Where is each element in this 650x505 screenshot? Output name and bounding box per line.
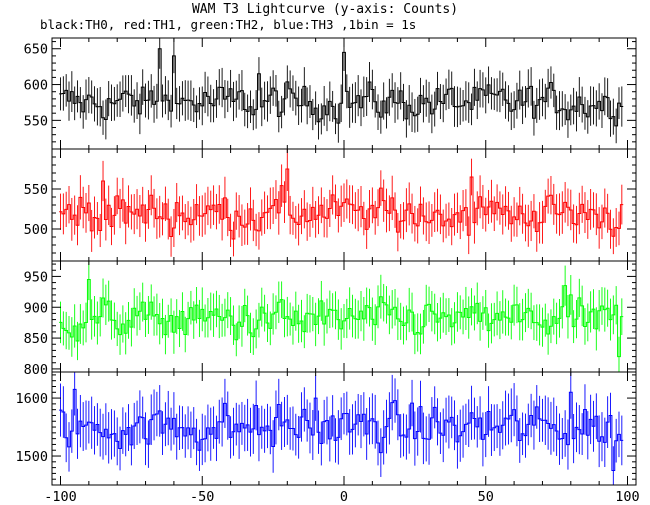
chart-subtitle: black:TH0, red:TH1, green:TH2, blue:TH3 … [40,17,417,32]
series-th0 [59,38,624,144]
series-th2 [59,261,624,372]
x-tick-label: 0 [340,489,348,505]
y-tick-label: 900 [24,300,48,316]
panel-th2: 800 850 900 950 [24,260,637,378]
y-tick-label: 600 [24,78,48,94]
series-th1 [59,149,624,257]
y-tick-label: 850 [24,331,48,347]
x-tick-label: -100 [44,489,77,505]
x-tick-label: 50 [478,489,494,505]
chart-title: WAM T3 Lightcurve (y-axis: Counts) [191,2,459,17]
x-tick-label: -50 [190,489,214,505]
panel-th3: 1500 1600 [15,371,637,486]
y-tick-label: 950 [24,269,48,285]
y-tick-label: 800 [24,362,48,378]
x-tick-label: 100 [615,489,639,505]
y-tick-label: 650 [24,42,48,58]
panel-th0: 550 600 650 [24,37,637,150]
series-th3 [59,372,624,485]
y-tick-label: 550 [24,113,48,129]
panel-th1: 500 550 [24,148,637,262]
y-tick-label: 550 [24,182,48,198]
y-tick-label: 500 [24,222,48,238]
y-tick-label: 1600 [15,391,48,407]
y-tick-label: 1500 [15,449,48,465]
